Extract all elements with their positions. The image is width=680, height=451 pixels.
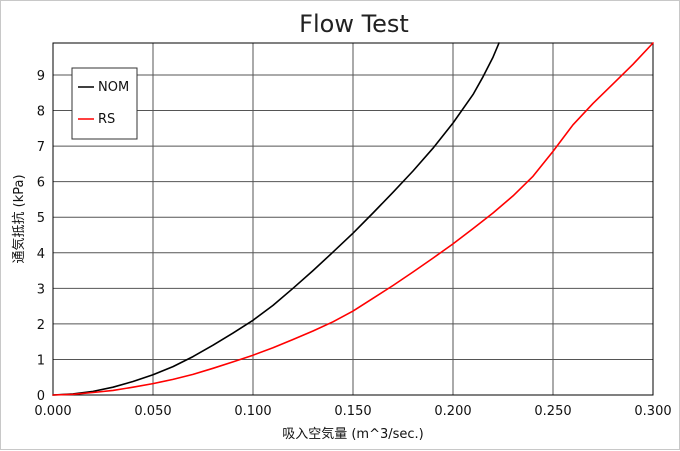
- y-tick-label: 1: [37, 353, 45, 368]
- x-tick-label: 0.200: [434, 404, 471, 419]
- y-tick-label: 0: [37, 389, 45, 404]
- tick-labels: 0.000 0.050 0.100 0.150 0.200 0.250 0.300 0 1 2 3 4…: [34, 69, 671, 419]
- y-tick-label: 7: [37, 140, 45, 155]
- y-tick-label: 2: [37, 318, 45, 333]
- x-tick-label: 0.250: [534, 404, 571, 419]
- x-tick-label: 0.000: [34, 404, 71, 419]
- x-tick-label: 0.100: [234, 404, 271, 419]
- x-tick-label: 0.300: [634, 404, 671, 419]
- y-tick-label: 6: [37, 176, 45, 191]
- legend-label-nom: NOM: [98, 80, 129, 95]
- y-tick-label: 8: [37, 105, 45, 120]
- y-tick-label: 3: [37, 282, 45, 297]
- y-tick-label: 5: [37, 211, 45, 226]
- legend: NOM RS: [71, 67, 138, 140]
- x-tick-label: 0.150: [334, 404, 371, 419]
- x-axis-label: 吸入空気量 (m^3/sec.): [282, 426, 424, 442]
- y-axis-label: 通気抵抗 (kPa): [11, 174, 27, 263]
- plot-area: [52, 42, 654, 396]
- y-tick-label: 4: [37, 247, 45, 262]
- x-tick-label: 0.050: [134, 404, 171, 419]
- legend-box: [71, 67, 138, 140]
- grid-lines: [53, 43, 653, 395]
- chart-title: Flow Test: [299, 10, 409, 38]
- legend-label-rs: RS: [98, 112, 115, 127]
- series-line-rs: [52, 42, 654, 396]
- series-line-nom: [52, 42, 500, 396]
- series-lines: [52, 42, 654, 396]
- y-tick-label: 9: [37, 69, 45, 84]
